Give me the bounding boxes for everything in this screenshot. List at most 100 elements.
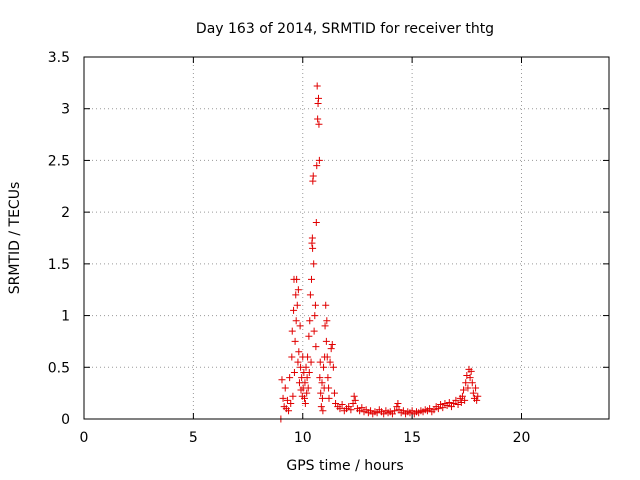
data-point — [325, 384, 333, 392]
data-point — [324, 374, 332, 382]
x-tick-label: 5 — [189, 430, 198, 446]
data-point — [469, 389, 477, 397]
data-point — [351, 396, 359, 404]
data-point — [290, 306, 298, 314]
data-point — [313, 162, 321, 170]
data-point — [325, 394, 333, 402]
data-point — [308, 275, 315, 283]
data-point — [310, 260, 318, 268]
data-point — [281, 384, 289, 392]
data-point — [312, 218, 320, 226]
data-point — [323, 317, 331, 325]
data-point — [308, 234, 316, 242]
y-tick-label: 1 — [61, 309, 70, 325]
grid — [84, 57, 609, 419]
data-point — [312, 343, 320, 351]
data-point — [293, 275, 301, 283]
data-point — [302, 363, 310, 371]
data-point — [287, 399, 295, 407]
data-point — [320, 363, 328, 371]
data-point — [305, 332, 313, 340]
data-point — [452, 396, 460, 404]
data-point — [323, 353, 331, 361]
x-tick-label: 0 — [80, 430, 89, 446]
data-point — [292, 317, 300, 325]
data-point — [318, 379, 326, 387]
data-point — [462, 379, 470, 387]
data-point — [350, 392, 358, 400]
data-point — [309, 172, 317, 180]
data-point — [295, 348, 303, 356]
data-point — [304, 384, 312, 392]
data-point — [317, 403, 325, 411]
data-point — [301, 394, 308, 402]
data-point — [306, 317, 314, 325]
data-points — [277, 82, 482, 423]
data-point — [303, 389, 311, 397]
data-point — [294, 286, 302, 294]
x-tick-label: 15 — [403, 430, 421, 446]
data-point — [434, 405, 442, 413]
data-point — [321, 322, 329, 330]
data-point — [394, 399, 402, 407]
data-point — [467, 367, 475, 375]
data-point — [474, 392, 482, 400]
data-point — [285, 407, 293, 415]
data-point — [391, 407, 399, 415]
data-point — [290, 368, 298, 376]
data-point — [461, 396, 469, 404]
data-point — [289, 392, 297, 400]
y-tick-label: 3 — [61, 102, 70, 118]
y-tick-label: 2.5 — [48, 153, 70, 169]
data-point — [468, 379, 476, 387]
data-point — [288, 327, 296, 335]
data-point — [473, 396, 481, 404]
x-tick-label: 20 — [513, 430, 531, 446]
data-point — [307, 358, 315, 366]
data-point — [316, 374, 324, 382]
y-axis-label: SRMTID / TECUs — [7, 182, 23, 295]
data-point — [288, 353, 296, 361]
data-point — [304, 353, 312, 361]
data-point — [327, 345, 335, 353]
data-point — [291, 337, 299, 345]
chart-title: Day 163 of 2014, SRMTID for receiver tht… — [196, 21, 494, 37]
data-point — [347, 406, 355, 414]
data-point — [464, 384, 472, 392]
data-point — [301, 379, 309, 387]
data-point — [338, 401, 346, 409]
y-tick-label: 1.5 — [48, 257, 70, 273]
plot-frame — [83, 56, 610, 420]
data-point — [460, 386, 468, 394]
data-point — [445, 398, 453, 406]
data-point — [329, 363, 337, 371]
data-point — [466, 374, 474, 382]
y-tick-label: 0 — [61, 412, 70, 428]
data-point — [278, 376, 286, 384]
data-point — [296, 322, 304, 330]
data-point — [317, 389, 325, 397]
data-point — [286, 374, 294, 382]
data-point — [315, 94, 322, 102]
data-point — [322, 337, 330, 345]
data-point — [358, 404, 366, 412]
data-point — [315, 156, 323, 164]
data-point — [336, 405, 344, 413]
data-point — [326, 358, 334, 366]
data-point — [294, 358, 302, 366]
data-point — [310, 327, 318, 335]
data-point — [313, 82, 321, 90]
data-point — [292, 291, 300, 299]
data-point — [311, 301, 319, 309]
data-point — [330, 389, 338, 397]
x-tick-label: 10 — [294, 430, 312, 446]
data-point — [293, 301, 301, 309]
data-point — [472, 384, 480, 392]
data-point — [305, 368, 313, 376]
data-point — [319, 407, 327, 415]
data-point — [318, 394, 326, 402]
data-point — [309, 244, 317, 252]
data-point — [303, 374, 311, 382]
